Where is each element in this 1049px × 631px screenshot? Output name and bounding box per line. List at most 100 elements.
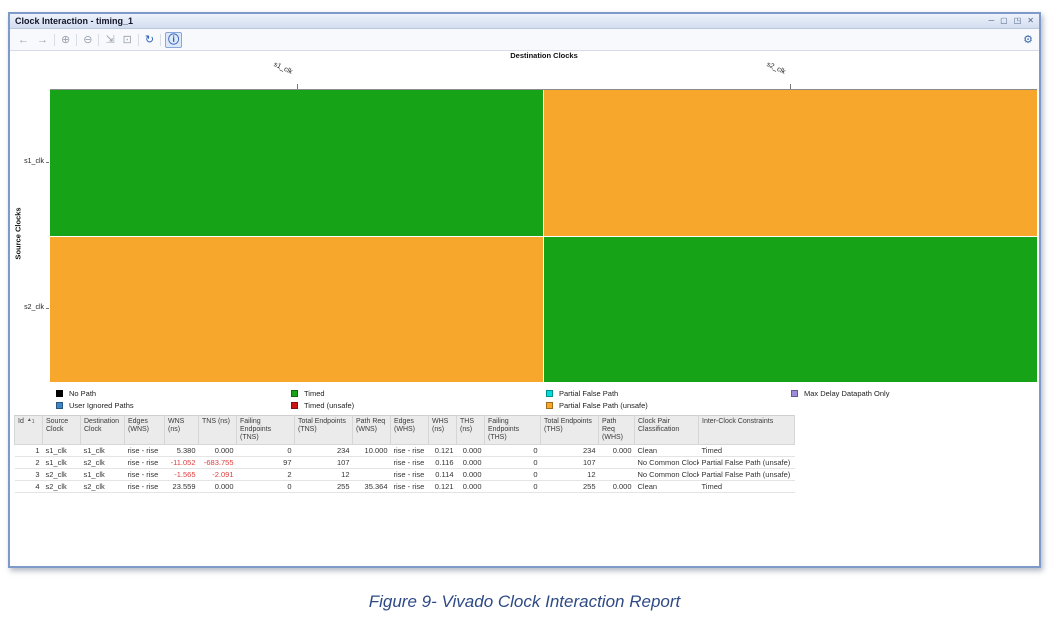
- toolbar-separator: [98, 33, 100, 46]
- column-header[interactable]: Clock Pair Classification: [634, 414, 699, 446]
- legend-group: Max Delay Datapath Only: [791, 387, 889, 399]
- zoom-in-icon[interactable]: ⊕: [61, 33, 71, 46]
- refresh-icon[interactable]: ↻: [144, 33, 155, 46]
- table-cell: s2_clk: [80, 456, 125, 470]
- legend-item: No Path: [56, 387, 134, 399]
- column-header[interactable]: Path Req (WNS): [352, 414, 391, 446]
- table-row[interactable]: 2 s1_clk s2_clk rise - rise -11.052 -683.755 9…: [14, 456, 795, 470]
- table-cell: No Common Clock: [634, 456, 699, 470]
- legend-swatch: [56, 401, 63, 409]
- destination-clock-label: s1_clk: [272, 61, 294, 76]
- legend-label: No Path: [69, 388, 97, 398]
- matrix: [50, 89, 1037, 382]
- table-cell: 0: [484, 468, 541, 482]
- table-cell: 4: [14, 480, 43, 494]
- table-cell: s1_clk: [80, 468, 125, 482]
- column-header[interactable]: Source Clock: [42, 414, 81, 446]
- table-cell: 0.000: [456, 480, 485, 494]
- legend-label: Max Delay Datapath Only: [804, 388, 890, 398]
- table-cell: rise - rise: [124, 456, 165, 470]
- legend-group: Partial False Path Partial False Path (un…: [546, 387, 648, 411]
- settings-gear-icon[interactable]: ⚙: [1023, 34, 1033, 46]
- table-cell: rise - rise: [124, 480, 165, 494]
- close-icon[interactable]: ✕: [1027, 16, 1034, 25]
- table-row[interactable]: 1 s1_clk s1_clk rise - rise 5.380 0.000 0 234 10…: [14, 444, 795, 458]
- toolbar-icons: ← → ⊕ ⊖ ⇲ ⊡ ↻ ⓘ: [16, 31, 1023, 48]
- table-cell: 1: [14, 444, 43, 458]
- table-cell: No Common Clock: [634, 468, 699, 482]
- zoom-out-icon[interactable]: ⊖: [83, 33, 93, 46]
- legend-swatch: [291, 389, 298, 397]
- legend: No Path User Ignored Paths Timed Timed (uns…: [10, 387, 1039, 413]
- column-header[interactable]: Failing Endpoints (THS): [484, 414, 541, 446]
- column-header[interactable]: WNS (ns): [164, 414, 199, 446]
- table-cell: 35.364: [352, 480, 391, 494]
- sort-ascending-indicator: ▲1: [26, 417, 35, 425]
- clock-interaction-window: Clock Interaction - timing_1 ─ ▢ ◳ ✕ ← → ⊕ ⊖ ⇲ ⊡…: [8, 12, 1041, 568]
- table-cell: 234: [294, 444, 353, 458]
- maximize-icon[interactable]: ◳: [1013, 16, 1022, 25]
- table-cell: [352, 456, 391, 470]
- float-icon[interactable]: ▢: [1000, 16, 1008, 25]
- table-cell: rise - rise: [390, 468, 429, 482]
- source-clock-label: s2_clk: [24, 304, 44, 311]
- table-cell: -11.052: [164, 456, 199, 470]
- table-cell: rise - rise: [124, 444, 165, 458]
- column-header[interactable]: WHS (ns): [428, 414, 457, 446]
- table-cell: 2: [236, 468, 295, 482]
- column-header[interactable]: Total Endpoints (TNS): [294, 414, 353, 446]
- table-cell: 0: [484, 444, 541, 458]
- back-icon[interactable]: ←: [18, 33, 29, 46]
- legend-label: Partial False Path: [559, 388, 619, 398]
- matrix-cell-s2_clk-s1_clk[interactable]: [50, 236, 543, 382]
- axis-tick: [46, 308, 49, 309]
- matrix-cell-s1_clk-s2_clk[interactable]: [544, 90, 1037, 236]
- table-cell: Timed: [698, 444, 795, 458]
- window-titlebar[interactable]: Clock Interaction - timing_1 ─ ▢ ◳ ✕: [10, 14, 1039, 29]
- legend-swatch: [56, 389, 63, 397]
- column-header[interactable]: THS (ns): [456, 414, 485, 446]
- toolbar-separator: [160, 33, 162, 46]
- table-cell: 0.121: [428, 444, 457, 458]
- column-header[interactable]: Id ▲1: [14, 414, 43, 446]
- column-header[interactable]: Inter-Clock Constraints: [698, 414, 795, 446]
- column-header[interactable]: Edges (WNS): [124, 414, 165, 446]
- window-controls: ─ ▢ ◳ ✕: [989, 16, 1035, 26]
- matrix-cell-s2_clk-s2_clk[interactable]: [544, 236, 1037, 382]
- legend-item: Timed (unsafe): [291, 399, 354, 411]
- axis-tick: [297, 84, 298, 89]
- table-cell: 3: [14, 468, 43, 482]
- column-header[interactable]: Failing Endpoints (TNS): [236, 414, 295, 446]
- toolbar-separator: [76, 33, 78, 46]
- table-cell: Clean: [634, 444, 699, 458]
- column-header[interactable]: Destination Clock: [80, 414, 125, 446]
- column-header[interactable]: Edges (WHS): [390, 414, 429, 446]
- destination-clock-label: s2_clk: [765, 61, 787, 76]
- table-cell: 0.000: [456, 444, 485, 458]
- table-cell: Partial False Path (unsafe): [698, 468, 795, 482]
- column-header[interactable]: Path Req (WHS): [598, 414, 635, 446]
- table-cell: 255: [540, 480, 599, 494]
- table-cell: 255: [294, 480, 353, 494]
- info-icon[interactable]: ⓘ: [165, 31, 183, 48]
- column-header[interactable]: TNS (ns): [198, 414, 237, 446]
- table-header-row: Id ▲1 Source Clock Destination Clock Edges (…: [14, 414, 795, 446]
- table-row[interactable]: 3 s2_clk s1_clk rise - rise -1.565 -2.091 2 12 r…: [14, 468, 795, 482]
- minimize-icon[interactable]: ─: [988, 16, 995, 25]
- zoom-fit-icon[interactable]: ⇲: [105, 33, 115, 46]
- axis-tick: [790, 84, 791, 89]
- column-header[interactable]: Total Endpoints (THS): [540, 414, 599, 446]
- matrix-cell-s1_clk-s1_clk[interactable]: [50, 90, 543, 236]
- source-clock-label: s1_clk: [24, 158, 44, 165]
- table-row[interactable]: 4 s2_clk s2_clk rise - rise 23.559 0.000 0 255 3…: [14, 480, 795, 494]
- table-cell: Clean: [634, 480, 699, 494]
- table-cell: 0.116: [428, 456, 457, 470]
- legend-label: User Ignored Paths: [69, 400, 134, 410]
- zoom-selection-icon[interactable]: ⊡: [122, 33, 132, 46]
- table-cell: s2_clk: [42, 468, 81, 482]
- table-cell: 0.114: [428, 468, 457, 482]
- table-cell: -683.755: [198, 456, 237, 470]
- table-cell: 0: [236, 480, 295, 494]
- forward-icon[interactable]: →: [37, 33, 48, 46]
- table-cell: 0.000: [198, 480, 237, 494]
